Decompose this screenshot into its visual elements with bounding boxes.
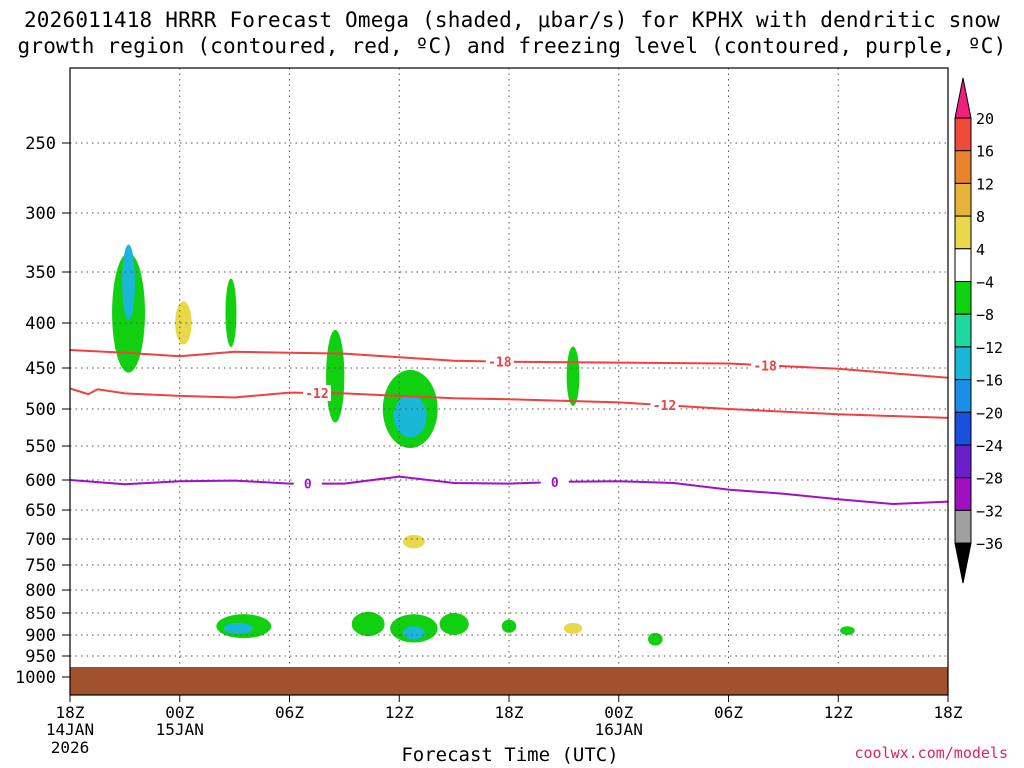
omega-region-5 xyxy=(275,313,297,368)
colorbar-label-8: −16 xyxy=(976,372,1003,390)
omega-region-10 xyxy=(394,395,427,437)
y-tick-label-950: 950 xyxy=(25,647,56,667)
x-tick-label-7: 12Z xyxy=(824,703,853,722)
colorbar-label-13: −36 xyxy=(976,535,1003,553)
colorbar-label-12: −32 xyxy=(976,502,1003,520)
colorbar-label-3: 8 xyxy=(976,208,985,226)
x-date-label-0: 14JAN xyxy=(46,720,94,739)
colorbar-swatch-12 xyxy=(955,478,971,511)
x-date-label-1: 15JAN xyxy=(156,720,204,739)
colorbar-label-2: 12 xyxy=(976,175,994,193)
x-tick-label-3: 12Z xyxy=(385,703,414,722)
omega-region-4 xyxy=(225,279,236,347)
omega-region-22 xyxy=(439,613,468,635)
omega-time-height-chart: -18 -18 -12 -12 0 0 250 300 350 400 450 500 550 600 6… xyxy=(0,0,1024,768)
colorbar-label-10: −24 xyxy=(976,437,1003,455)
omega-region-3 xyxy=(175,301,191,344)
y-tick-label-400: 400 xyxy=(25,314,56,334)
omega-region-8 xyxy=(407,217,447,281)
y-tick-label-750: 750 xyxy=(25,556,56,576)
colorbar-label-9: −20 xyxy=(976,404,1003,422)
y-tick-label-700: 700 xyxy=(25,530,56,550)
x-tick-label-6: 06Z xyxy=(714,703,743,722)
omega-region-24 xyxy=(648,633,663,646)
y-tick-label-650: 650 xyxy=(25,501,56,521)
omega-region-11 xyxy=(567,347,580,406)
y-tick-label-600: 600 xyxy=(25,471,56,491)
omega-region-1 xyxy=(122,245,135,320)
y-tick-label-900: 900 xyxy=(25,626,56,646)
y-tick-label-800: 800 xyxy=(25,581,56,601)
colorbar-swatch-7 xyxy=(955,314,971,347)
y-tick-label-550: 550 xyxy=(25,437,56,457)
colorbar-label-4: 4 xyxy=(976,241,985,259)
colorbar-swatch-6 xyxy=(955,282,971,315)
contour-label-0-1: -18 xyxy=(753,359,777,374)
omega-region-13 xyxy=(403,535,425,548)
colorbar-label-0: 20 xyxy=(976,110,994,128)
colorbar-swatch-1 xyxy=(955,118,971,151)
y-tick-label-850: 850 xyxy=(25,604,56,624)
y-tick-label-450: 450 xyxy=(25,359,56,379)
colorbar-swatch-11 xyxy=(955,445,971,478)
colorbar-swatch-8 xyxy=(955,347,971,380)
contour-label-1-0: -12 xyxy=(305,387,328,402)
y-tick-label-1000: 1000 xyxy=(15,668,56,688)
x-tick-label-4: 18Z xyxy=(495,703,524,722)
colorbar-label-1: 16 xyxy=(976,143,994,161)
contour-label-1-1: -12 xyxy=(653,399,676,414)
colorbar-swatch-2 xyxy=(955,151,971,184)
y-tick-label-250: 250 xyxy=(25,134,56,154)
omega-region-25 xyxy=(840,626,855,635)
omega-region-23 xyxy=(502,620,517,633)
omega-region-14 xyxy=(97,563,123,598)
omega-region-16 xyxy=(564,623,582,634)
colorbar-label-6: −8 xyxy=(976,306,994,324)
omega-region-18 xyxy=(224,623,253,634)
colorbar-swatch-5 xyxy=(955,249,971,282)
colorbar-swatch-10 xyxy=(955,412,971,445)
colorbar-swatch-13 xyxy=(955,510,971,543)
colorbar-label-7: −12 xyxy=(976,339,1003,357)
colorbar-swatch-4 xyxy=(955,216,971,249)
colorbar-swatch-3 xyxy=(955,183,971,216)
y-tick-label-300: 300 xyxy=(25,204,56,224)
colorbar-bottom-arrow xyxy=(955,543,971,583)
contour-label-2-1: 0 xyxy=(551,476,559,491)
ground-surface xyxy=(70,667,948,695)
contour-label-2-0: 0 xyxy=(304,478,312,493)
contour-label-0-0: -18 xyxy=(488,356,512,371)
omega-region-21 xyxy=(403,626,425,639)
x-date-label-5: 16JAN xyxy=(595,720,643,739)
colorbar-label-5: −4 xyxy=(976,274,994,292)
y-tick-label-500: 500 xyxy=(25,400,56,420)
y-tick-label-350: 350 xyxy=(25,263,56,283)
credit-text: coolwx.com/models xyxy=(854,744,1008,762)
colorbar-label-11: −28 xyxy=(976,470,1003,488)
x-tick-label-2: 06Z xyxy=(275,703,304,722)
x-tick-label-8: 18Z xyxy=(934,703,963,722)
omega-region-19 xyxy=(352,612,385,636)
colorbar-swatch-9 xyxy=(955,380,971,413)
colorbar-top-arrow xyxy=(955,78,971,118)
